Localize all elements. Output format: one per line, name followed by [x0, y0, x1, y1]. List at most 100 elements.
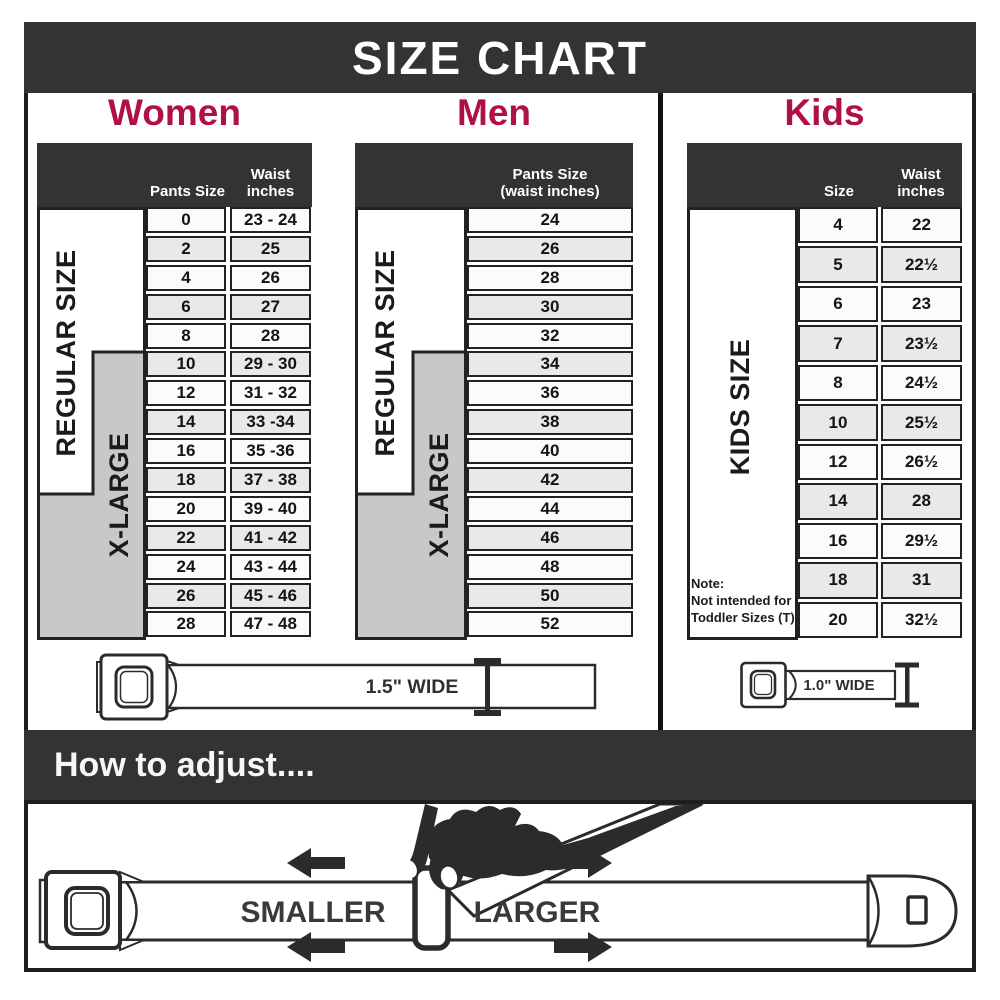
women-pants-size-cell: 12	[146, 380, 226, 407]
kids-size-cell: 6	[798, 285, 878, 323]
kids-size-cell: 20	[798, 601, 878, 639]
women-pants-size-cell: 28	[146, 611, 226, 638]
men-col-line2: (waist inches)	[500, 182, 600, 200]
women-xlarge-label: X-LARGE	[104, 433, 134, 558]
kids-section-divider	[658, 93, 663, 730]
how-to-adjust-band: How to adjust....	[24, 730, 976, 800]
women-pants-size-cell: 4	[146, 264, 226, 291]
kids-size-cell: 14	[798, 483, 878, 520]
women-waist-cell: 25	[230, 235, 311, 262]
men-pants-size-cell: 48	[467, 553, 633, 580]
women-waist-cell: 37 - 38	[230, 467, 311, 494]
women-size-range-diagram: REGULAR SIZE X-LARGE	[37, 207, 146, 640]
women-waist-cell: 31 - 32	[230, 380, 311, 407]
belt-tip	[866, 874, 958, 948]
kids-size-cell: 10	[798, 404, 878, 441]
kids-buckle-button-ring	[753, 673, 773, 696]
adult-buckle-button	[114, 665, 154, 709]
kids-size-cell: 8	[798, 364, 878, 402]
kids-buckle-button	[749, 669, 777, 700]
men-regular-label: REGULAR SIZE	[370, 249, 400, 456]
men-pants-size-cell: 42	[467, 467, 633, 494]
women-waist-cell: 28	[230, 322, 311, 349]
women-pants-size-cell: 18	[146, 467, 226, 494]
women-table-header: Pants Size Waist inches	[37, 143, 312, 207]
women-pants-size-cell: 0	[146, 207, 226, 233]
smaller-label: SMALLER	[241, 896, 386, 929]
men-pants-size-cell: 44	[467, 495, 633, 522]
men-col-line1: Pants Size	[512, 165, 588, 183]
women-waist-cell: 45 - 46	[230, 582, 311, 609]
men-pants-size-cell: 38	[467, 409, 633, 436]
kids-col2-line1: Waist	[901, 165, 941, 183]
adjust-buckle-button	[64, 886, 110, 936]
men-pants-size-cell: 28	[467, 264, 633, 291]
women-regular-label: REGULAR SIZE	[51, 249, 81, 456]
women-waist-cell: 23 - 24	[230, 207, 311, 233]
women-pants-size-cell: 24	[146, 553, 226, 580]
arrow-left-icons	[287, 848, 345, 962]
kids-size-range-diagram: KIDS SIZE	[687, 207, 798, 640]
kids-waist-cell: 28	[881, 483, 962, 520]
kids-size-cell: 16	[798, 522, 878, 560]
kids-size-cell: 12	[798, 443, 878, 481]
women-waist-cell: 35 -36	[230, 438, 311, 465]
kids-size-cell: 18	[798, 562, 878, 599]
women-col2-line2: inches	[246, 182, 295, 200]
women-pants-size-cell: 8	[146, 322, 226, 349]
men-pants-size-cell: 32	[467, 322, 633, 349]
title-band: SIZE CHART	[24, 22, 976, 93]
kids-col2-line2: inches	[897, 182, 945, 200]
kids-waist-cell: 26½	[881, 443, 962, 481]
frame-left-border	[24, 93, 28, 730]
belt-tip-hole	[906, 895, 928, 925]
men-pants-size-cell: 24	[467, 207, 633, 233]
adjust-illustration-panel: SMALLER LARGER	[24, 800, 976, 972]
kids-size-cell: 7	[798, 325, 878, 362]
kids-col2-header: Waist inches	[880, 166, 962, 201]
finger-nail	[403, 860, 417, 878]
women-pants-size-cell: 20	[146, 495, 226, 522]
men-size-range-diagram: REGULAR SIZE X-LARGE	[355, 207, 467, 640]
kids-note-line1: Note:	[691, 576, 725, 591]
women-pants-size-cell: 26	[146, 582, 226, 609]
kids-strap-wrap-line	[788, 670, 797, 700]
adult-belt-width-label: 1.5" WIDE	[366, 676, 459, 698]
kids-note-line3: Toddler Sizes (T)	[691, 609, 795, 625]
kids-size-zone	[687, 207, 798, 640]
men-col-header: Pants Size (waist inches)	[467, 166, 633, 201]
women-pants-size-cell: 2	[146, 235, 226, 262]
kids-belt-width-label: 1.0" WIDE	[803, 677, 874, 694]
kids-note-line2: Not intended for	[691, 592, 792, 608]
arrow-right-top-icon	[554, 848, 612, 878]
adult-width-measure-icon	[474, 658, 501, 716]
larger-label: LARGER	[474, 896, 601, 929]
kids-size-column: 4 5 6 7 8 10 12 14 16 18 20	[798, 207, 878, 639]
men-pants-size-cell: 50	[467, 582, 633, 609]
arrow-right-icons	[554, 848, 612, 962]
women-col1-header: Pants Size	[149, 182, 226, 200]
kids-waist-cell: 31	[881, 562, 962, 599]
kids-waist-cell: 32½	[881, 601, 962, 639]
men-table-header: Pants Size (waist inches)	[355, 143, 633, 207]
men-pants-size-cell: 34	[467, 351, 633, 378]
men-pants-size-cell: 36	[467, 380, 633, 407]
how-to-adjust-heading: How to adjust....	[54, 745, 315, 784]
women-waist-cell: 33 -34	[230, 409, 311, 436]
women-col2-line1: Waist	[250, 165, 291, 183]
women-pants-size-cell: 10	[146, 351, 226, 378]
adjust-strap-wrap-line	[125, 881, 138, 941]
hand-illustration	[403, 804, 704, 890]
kids-size-cell: 4	[798, 207, 878, 244]
women-col2-header: Waist inches	[229, 166, 312, 201]
women-waist-cell: 39 - 40	[230, 495, 311, 522]
women-pants-size-cell: 22	[146, 524, 226, 551]
women-waist-cell: 43 - 44	[230, 553, 311, 580]
belt-tip-curve	[866, 875, 880, 947]
kids-size-label: KIDS SIZE	[725, 339, 755, 476]
arrow-left-top-icon	[287, 848, 345, 878]
women-waist-cell: 47 - 48	[230, 611, 311, 638]
adult-belt-illustration: 1.5" WIDE	[96, 653, 597, 721]
adjust-belt-illustration: SMALLER LARGER	[38, 804, 958, 962]
women-waist-cell: 29 - 30	[230, 351, 311, 378]
